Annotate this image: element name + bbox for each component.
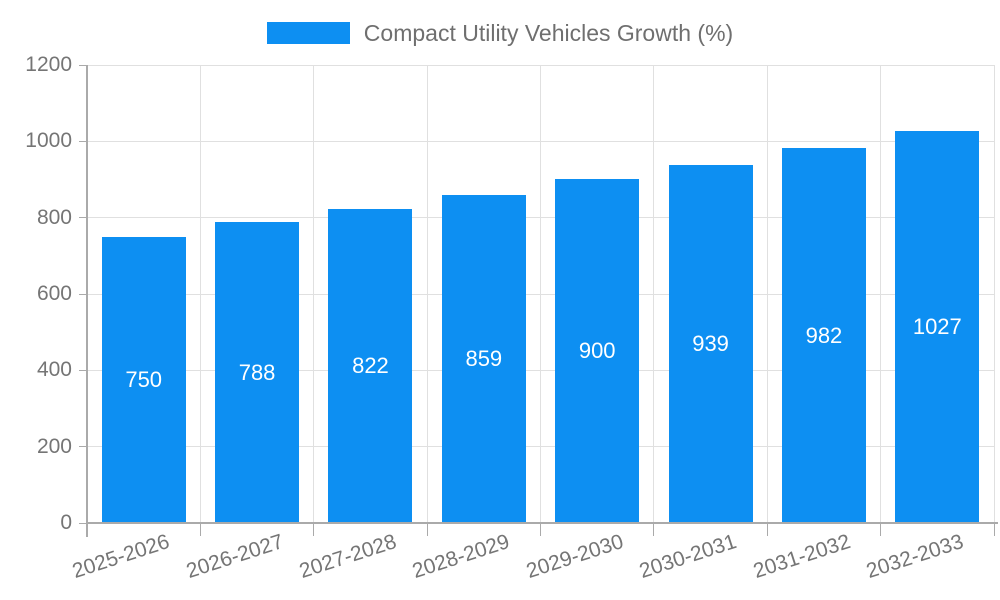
gridline-vertical	[313, 65, 315, 523]
bar-value-label: 822	[352, 353, 389, 378]
bar[interactable]	[328, 209, 413, 523]
x-axis-category-label: 2028-2029	[409, 530, 513, 583]
x-axis-tick	[199, 523, 201, 536]
x-axis-line	[87, 522, 998, 524]
gridline-vertical	[540, 65, 541, 523]
bar-value-label: 859	[465, 346, 503, 371]
x-axis-tick	[426, 523, 428, 536]
gridline-vertical	[653, 65, 655, 523]
y-axis-tick	[79, 217, 87, 219]
bar[interactable]	[781, 148, 866, 523]
bar-value-label: 788	[238, 359, 276, 385]
y-axis-tick	[79, 446, 87, 448]
gridline-vertical	[880, 65, 882, 523]
legend-swatch-icon	[266, 22, 350, 44]
y-axis-tick-label: 200	[36, 434, 72, 458]
x-axis-tick	[993, 523, 995, 536]
y-axis-tick-label: 1200	[25, 53, 72, 76]
bar-value-label: 939	[692, 331, 729, 356]
gridline-vertical	[199, 65, 201, 523]
bar[interactable]	[215, 222, 300, 523]
y-axis-tick	[79, 293, 87, 295]
x-axis-tick	[313, 523, 315, 536]
x-axis-category-label: 2027-2028	[296, 530, 400, 583]
gridline-vertical	[426, 65, 428, 523]
bar[interactable]	[895, 131, 980, 523]
y-axis-tick-label: 0	[60, 511, 72, 534]
x-axis-tick	[540, 523, 541, 536]
y-axis-tick-label: 600	[36, 282, 72, 305]
y-axis-line	[86, 65, 88, 537]
bar-value-label: 750	[125, 367, 163, 392]
x-axis-category-label: 2032-2033	[863, 530, 967, 583]
y-axis-tick	[79, 369, 87, 371]
x-axis-tick	[86, 523, 88, 536]
y-axis-tick-label: 400	[36, 358, 72, 382]
legend[interactable]: Compact Utility Vehicles Growth (%)	[0, 20, 1000, 46]
bar[interactable]	[668, 165, 753, 523]
x-axis-category-label: 2031-2032	[750, 530, 853, 583]
gridline-vertical	[766, 65, 768, 523]
x-axis-category-label: 2030-2031	[636, 530, 740, 583]
x-axis-category-label: 2029-2030	[523, 530, 626, 583]
y-axis-tick	[79, 522, 87, 524]
x-axis-tick	[653, 523, 655, 536]
gridline-vertical	[993, 65, 995, 523]
y-axis-tick	[79, 64, 87, 66]
bar-value-label: 982	[805, 322, 843, 348]
x-axis-category-label: 2026-2027	[183, 530, 286, 583]
y-axis-tick-label: 1000	[25, 129, 72, 153]
bar[interactable]	[555, 179, 640, 523]
legend-label: Compact Utility Vehicles Growth (%)	[363, 20, 734, 46]
y-axis-tick	[79, 140, 87, 142]
bar-value-label: 900	[578, 338, 616, 363]
x-axis-category-label: 2025-2026	[69, 530, 173, 583]
bar-value-label: 1027	[912, 314, 962, 339]
bar[interactable]	[101, 237, 186, 523]
x-axis-tick	[880, 523, 882, 536]
y-axis-tick-label: 800	[36, 205, 72, 229]
bar[interactable]	[441, 195, 526, 523]
x-axis-tick	[766, 523, 768, 536]
